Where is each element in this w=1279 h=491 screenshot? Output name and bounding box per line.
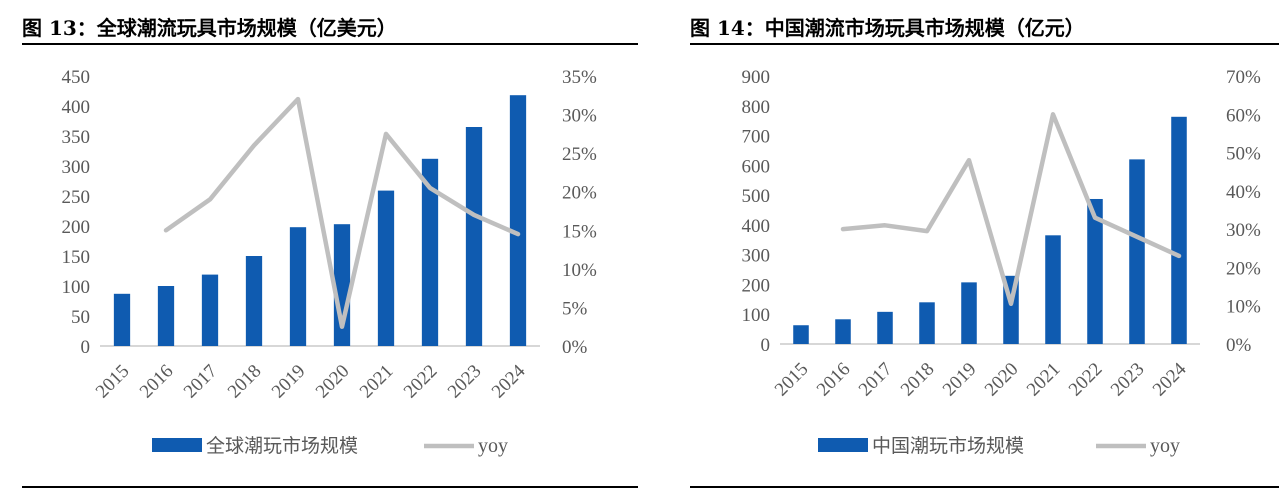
y2-tick-label: 0% (1226, 335, 1252, 356)
y-tick-label: 450 (62, 67, 91, 88)
x-tick-label: 2018 (224, 361, 266, 403)
yoy-line (840, 112, 1182, 307)
y-tick-label: 200 (742, 275, 771, 296)
bar (1171, 116, 1187, 344)
chart-panel-14: 图 14：中国潮流市场玩具市场规模（亿元） 0 100 200 300 400 500 60… (640, 0, 1279, 491)
bar (1087, 198, 1103, 344)
x-tick-label: 2022 (400, 361, 442, 403)
y2-tick-label: 35% (562, 67, 597, 88)
y2-tick-label: 60% (1226, 105, 1261, 126)
y2-tick-label: 10% (1226, 297, 1261, 318)
y-tick-label: 50 (71, 307, 90, 328)
y2-tick-label: 20% (1226, 258, 1261, 279)
y-tick-label: 900 (742, 67, 771, 88)
x-tick-label: 2021 (1023, 359, 1065, 401)
bar (1045, 235, 1061, 344)
chart-title: 图 13：全球潮流玩具市场规模（亿美元） (22, 16, 397, 40)
bar (113, 293, 131, 346)
x-tick-label: 2023 (444, 361, 486, 403)
x-tick-label: 2015 (771, 359, 813, 401)
bar (509, 95, 527, 346)
x-tick-label: 2017 (180, 361, 222, 403)
bar (465, 127, 483, 346)
x-tick-label: 2020 (981, 359, 1023, 401)
x-tick-label: 2021 (356, 361, 398, 403)
y-tick-label: 400 (62, 97, 91, 118)
bar (835, 319, 851, 344)
x-tick-label: 2015 (92, 361, 134, 403)
legend-label-bar: 全球潮玩市场规模 (206, 435, 358, 457)
x-tick-label: 2019 (268, 361, 310, 403)
y2-tick-label: 10% (562, 260, 597, 281)
bar (1129, 159, 1145, 344)
bar (377, 190, 395, 346)
y2-tick-label: 25% (562, 144, 597, 165)
y-tick-label: 150 (62, 247, 91, 268)
title-rule (690, 43, 1279, 45)
chart-panel-13: 图 13：全球潮流玩具市场规模（亿美元） 0 50 100 150 200 250 300 3… (22, 16, 638, 488)
x-tick-label: 2016 (136, 361, 178, 403)
y2-tick-label: 5% (562, 298, 588, 319)
y-tick-label: 100 (62, 277, 91, 298)
y2-tick-label: 70% (1226, 67, 1261, 88)
x-tick-label: 2020 (312, 361, 354, 403)
legend-label-line: yoy (478, 435, 508, 457)
y-tick-label: 600 (742, 156, 771, 177)
bar (245, 256, 263, 346)
bar (421, 158, 439, 346)
legend-swatch-bar (818, 438, 868, 452)
bar (793, 325, 809, 344)
bar (877, 311, 893, 344)
x-tick-label: 2024 (488, 360, 530, 402)
y-tick-label: 350 (62, 127, 91, 148)
y2-tick-label: 0% (562, 337, 588, 358)
bar (919, 302, 935, 344)
y-tick-label: 300 (742, 246, 771, 267)
y2-tick-label: 40% (1226, 182, 1261, 203)
y2-tick-label: 30% (1226, 220, 1261, 241)
y-tick-label: 200 (62, 217, 91, 238)
bar (289, 227, 307, 346)
yoy-line (163, 96, 521, 329)
chart-global-trendy-toys: 0 50 100 150 200 250 300 350 400 450 0% 5% 10% 15% 20%… (62, 67, 598, 457)
x-tick-label: 2018 (897, 359, 939, 401)
y-tick-label: 300 (62, 157, 91, 178)
bar (157, 286, 175, 346)
y-tick-label: 700 (742, 127, 771, 148)
x-tick-label: 2016 (813, 359, 855, 401)
y-tick-label: 250 (62, 187, 91, 208)
bar (201, 274, 219, 346)
y2-tick-label: 15% (562, 221, 597, 242)
legend-label-line: yoy (1150, 435, 1180, 457)
y-tick-label: 800 (742, 97, 771, 118)
y-tick-label: 100 (742, 305, 771, 326)
x-tick-label: 2022 (1065, 359, 1107, 401)
legend-swatch-bar (152, 438, 202, 452)
y2-tick-label: 50% (1226, 144, 1261, 165)
x-tick-label: 2023 (1107, 359, 1149, 401)
bar (961, 282, 977, 344)
y-tick-label: 0 (761, 335, 771, 356)
y-tick-label: 400 (742, 216, 771, 237)
bottom-rule (22, 486, 638, 488)
y2-tick-label: 30% (562, 106, 597, 127)
title-rule (22, 43, 638, 45)
y-tick-label: 500 (742, 186, 771, 207)
y-tick-label: 0 (81, 337, 91, 358)
chart-china-trendy-toys: 0 100 200 300 400 500 600 700 800 900 0% 10% 20% 30% 4… (742, 67, 1262, 457)
x-tick-label: 2024 (1149, 358, 1191, 400)
x-tick-label: 2017 (855, 359, 897, 401)
y2-tick-label: 20% (562, 183, 597, 204)
chart-title: 图 14：中国潮流市场玩具市场规模（亿元） (690, 16, 1085, 40)
legend-label-bar: 中国潮玩市场规模 (872, 435, 1024, 457)
bottom-rule (690, 486, 1279, 488)
x-tick-label: 2019 (939, 359, 981, 401)
